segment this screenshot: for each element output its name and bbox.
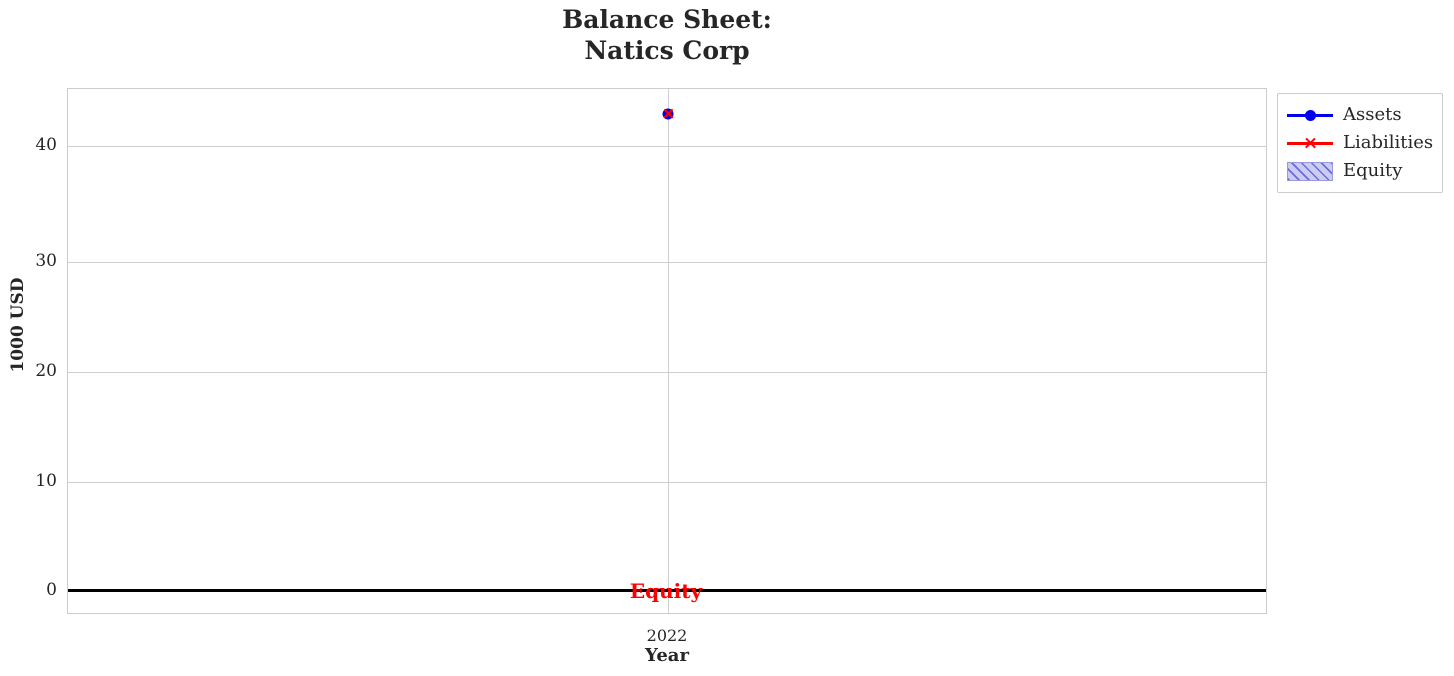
- y-tick-40: 40: [35, 135, 57, 155]
- gridline-y-40: [68, 146, 1266, 147]
- chart-title-line-1: Balance Sheet:: [562, 5, 772, 34]
- y-tick-20: 20: [35, 361, 57, 381]
- gridline-x-2022: [668, 89, 669, 613]
- chart-title-line-2: Natics Corp: [584, 36, 750, 65]
- legend-label-liabilities: Liabilities: [1343, 132, 1434, 153]
- chart-legend: Assets Liabilities Equity: [1277, 93, 1444, 193]
- equity-bar: [68, 589, 1266, 592]
- liabilities-line-x-marker-icon: [1287, 132, 1333, 154]
- y-tick-0: 0: [46, 580, 57, 600]
- gridline-y-30: [68, 262, 1266, 263]
- gridline-y-10: [68, 482, 1266, 483]
- legend-label-equity: Equity: [1343, 160, 1403, 181]
- legend-item-equity[interactable]: Equity: [1287, 157, 1433, 185]
- assets-line-marker-icon: [1287, 104, 1333, 126]
- equity-hatched-patch-icon: [1287, 160, 1333, 182]
- chart-title: Balance Sheet: Natics Corp: [0, 4, 1334, 66]
- x-axis-label: Year: [645, 645, 689, 666]
- legend-item-assets[interactable]: Assets: [1287, 101, 1433, 129]
- legend-item-liabilities[interactable]: Liabilities: [1287, 129, 1433, 157]
- plot-area: Equity: [67, 88, 1267, 614]
- x-tick-2022: 2022: [646, 626, 688, 645]
- y-axis-label: 1000 USD: [8, 277, 28, 373]
- y-tick-10: 10: [35, 471, 57, 491]
- y-axis-tick-labels: 0 10 20 30 40: [0, 0, 57, 676]
- y-tick-30: 30: [35, 251, 57, 271]
- equity-annotation-label: Equity: [629, 579, 703, 603]
- gridline-y-20: [68, 372, 1266, 373]
- legend-label-assets: Assets: [1343, 104, 1402, 125]
